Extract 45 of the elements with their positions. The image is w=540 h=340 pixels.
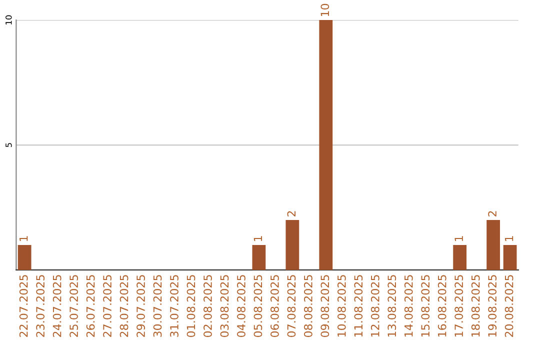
- bar: [453, 244, 467, 270]
- bar: [486, 220, 500, 270]
- x-tick-label: 06.08.2025: [270, 275, 279, 338]
- bar: [286, 220, 300, 270]
- x-tick-label: 31.07.2025: [170, 275, 178, 337]
- data-label: 1: [254, 236, 262, 241]
- x-tick-label: 10.08.2025: [337, 275, 346, 337]
- x-tick-label: 13.08.2025: [388, 275, 396, 337]
- data-label: 1: [454, 236, 463, 241]
- x-tick-label: 29.07.2025: [136, 275, 145, 337]
- x-tick-label: 26.07.2025: [86, 275, 95, 337]
- x-tick-label: 16.08.2025: [438, 275, 446, 337]
- x-tick-label: 24.07.2025: [52, 275, 62, 337]
- x-tick-label: 12.08.2025: [370, 275, 380, 337]
- x-tick-label: 09.08.2025: [320, 275, 330, 338]
- x-tick-label: 27.07.2025: [103, 275, 112, 337]
- x-tick-label: 19.08.2025: [488, 275, 497, 337]
- x-tick-label: 18.08.2025: [471, 275, 480, 337]
- y-tick-label: 5: [6, 143, 12, 148]
- data-label: 2: [488, 211, 496, 216]
- bar: [319, 20, 333, 270]
- x-tick-label: 30.07.2025: [153, 275, 162, 337]
- x-tick-label: 03.08.2025: [220, 275, 229, 338]
- x-tick-label: 08.08.2025: [304, 275, 312, 338]
- x-tick-label: 14.08.2025: [404, 275, 413, 337]
- x-tick-label: 01.08.2025: [186, 275, 196, 338]
- bar: [503, 244, 517, 270]
- bar: [18, 244, 32, 270]
- x-tick-label: 20.08.2025: [504, 275, 514, 337]
- x-tick-label: 15.08.2025: [421, 275, 430, 337]
- x-tick-label: 04.08.2025: [237, 275, 246, 338]
- data-label: 1: [20, 236, 28, 241]
- x-tick-label: 11.08.2025: [354, 275, 363, 337]
- x-tick-label: 17.08.2025: [454, 275, 464, 337]
- x-tick-label: 02.08.2025: [204, 275, 212, 338]
- data-label: 10: [320, 4, 330, 16]
- x-tick-label: 25.07.2025: [70, 275, 78, 337]
- x-tick-label: 22.07.2025: [19, 275, 28, 337]
- x-tick-label: 07.08.2025: [287, 275, 296, 338]
- x-tick-label: 23.07.2025: [36, 275, 45, 337]
- data-label: 1: [504, 236, 514, 241]
- data-label: 2: [287, 211, 296, 216]
- x-tick-label: 28.07.2025: [120, 275, 128, 337]
- x-tick-label: 05.08.2025: [254, 275, 262, 338]
- bar: [252, 244, 266, 270]
